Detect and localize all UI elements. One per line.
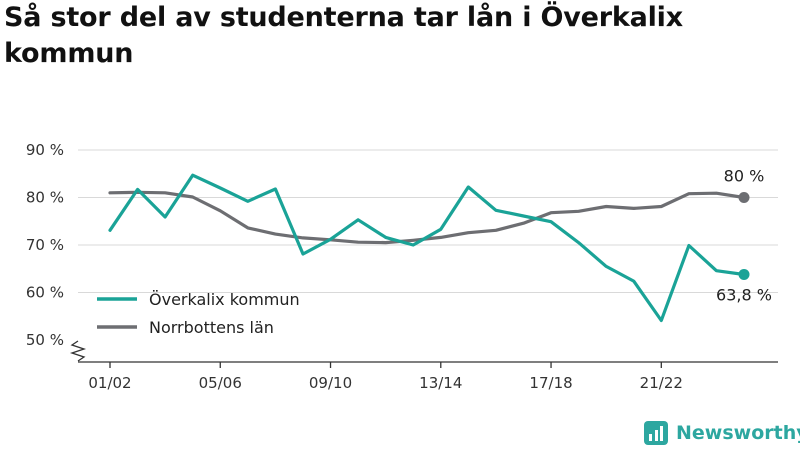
end-label-overkalix: 63,8 % [716,285,772,304]
gridlines [78,149,778,293]
series-lines [108,173,750,323]
legend: Överkalix kommun Norrbottens län [97,290,300,337]
axis-break-icon [69,340,87,362]
x-axis: 01/02 05/06 09/10 13/14 17/18 21/22 [69,340,778,392]
end-labels: 80 % 63,8 % [716,167,772,305]
end-point-overkalix [738,268,750,280]
end-label-norrbotten: 80 % [724,167,765,186]
x-tick-label: 01/02 [88,374,131,392]
y-tick-label: 70 % [26,236,64,254]
x-tick-label: 17/18 [529,374,572,392]
y-axis-ticks: 90 % 80 % 70 % 60 % 50 % [26,141,64,349]
bar-chart-logo-icon [644,421,668,445]
end-point-norrbotten [738,192,750,203]
x-tick-label: 05/06 [199,374,242,392]
brand-name: Newsworthy [676,422,800,444]
y-tick-label: 90 % [26,141,64,159]
legend-label: Norrbottens län [149,318,274,337]
y-tick-label: 80 % [26,189,64,207]
x-tick-label: 21/22 [640,374,683,392]
series-line-overkalix [108,173,746,323]
brand-logo: Newsworthy [644,420,800,446]
legend-label: Överkalix kommun [149,290,300,309]
x-tick-label: 09/10 [309,374,352,392]
y-tick-label: 60 % [26,284,64,302]
y-tick-label: 50 % [26,331,64,349]
series-line-norrbotten [108,190,746,245]
chart-title: Så stor del av studenterna tar lån i Öve… [4,2,683,69]
x-tick-label: 13/14 [419,374,462,392]
